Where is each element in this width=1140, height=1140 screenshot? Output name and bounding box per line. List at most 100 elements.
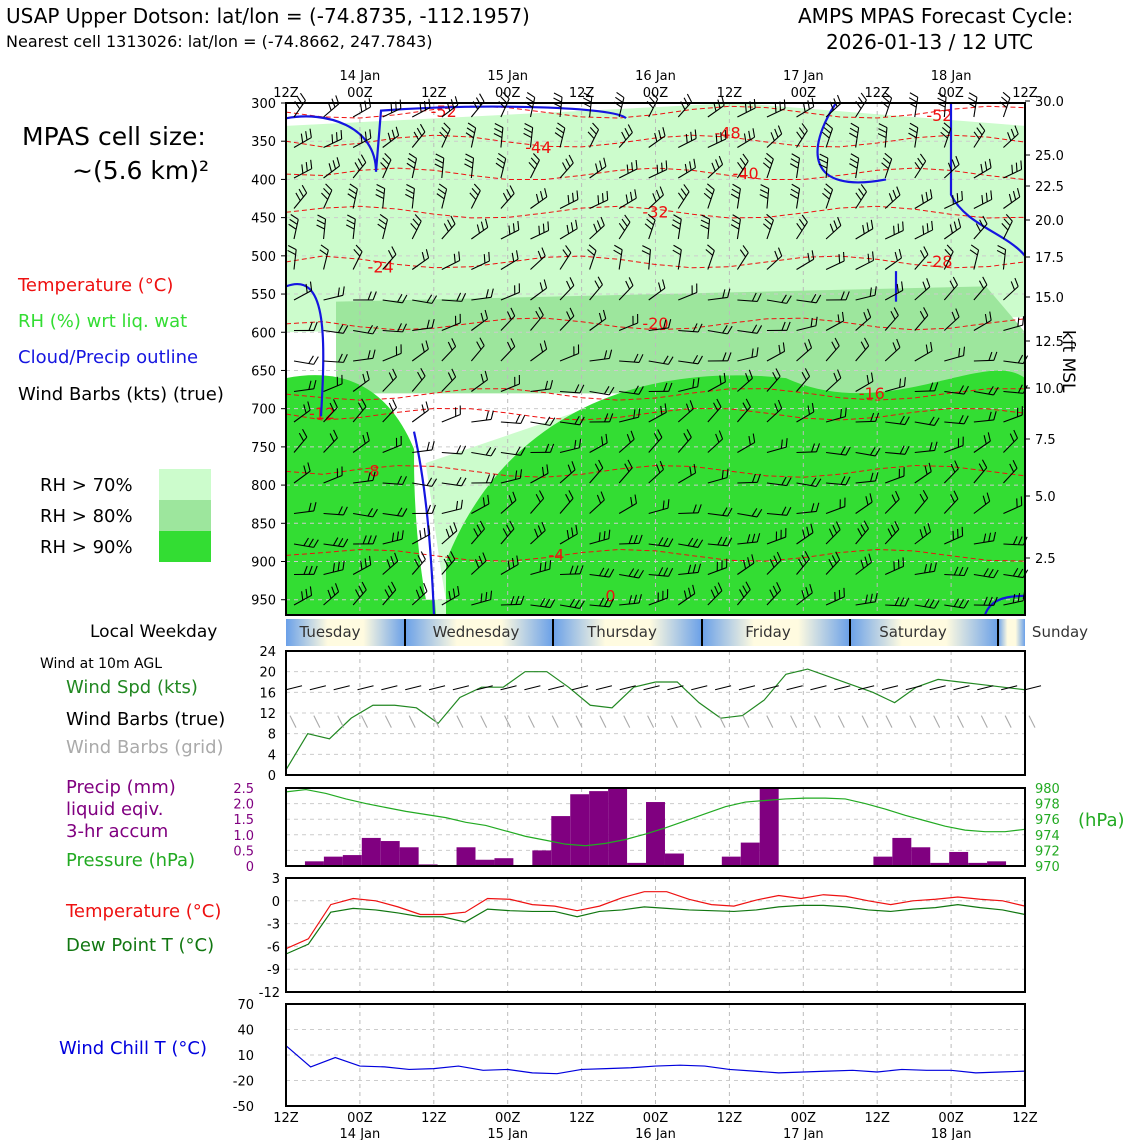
wind-barb-flag: [1012, 536, 1018, 545]
wind-barb-flag: [366, 431, 370, 441]
wind-barb-flag: [662, 500, 665, 510]
wind-barb-flag: [899, 378, 902, 388]
wind-barb: [855, 158, 860, 179]
precip-tick-label: 2.5: [233, 782, 254, 797]
wind10-barb-true: [571, 685, 589, 691]
pressure-tick-label: 800: [251, 479, 276, 494]
wind-barb-flag: [762, 162, 771, 169]
wind-barb-flag: [651, 92, 659, 100]
wind-barb-flag: [723, 372, 726, 382]
wind-barb: [559, 469, 576, 484]
temperature-contour: [285, 255, 1026, 269]
wind-barb-flag: [898, 249, 903, 259]
wind-barb-flag: [890, 310, 896, 320]
legend-rh70: RH > 70%: [40, 475, 133, 496]
wind-barb: [618, 249, 623, 270]
wind-barb-flag: [715, 433, 720, 443]
wind-barb: [441, 414, 461, 423]
wind-barb-flag: [331, 586, 336, 596]
wind-barb: [973, 97, 978, 118]
chart-title-left: USAP Upper Dotson: lat/lon = (-74.8735, …: [6, 4, 530, 28]
wind-barb-flag: [878, 123, 888, 129]
top-date-label: 14 Jan: [340, 69, 381, 84]
wind-barb-flag: [451, 368, 457, 378]
wind-barb-flag: [801, 123, 808, 132]
precip-bar: [361, 837, 381, 866]
wind-barb-flag: [739, 249, 747, 258]
wind-barb-flag: [609, 413, 614, 423]
wind-barb-flag: [316, 224, 325, 230]
wind-barb-flag: [993, 386, 999, 396]
wind-barb-flag: [934, 382, 939, 392]
wind-barb-flag: [739, 589, 745, 598]
wind-barb-flag: [506, 341, 512, 351]
wind-barb-flag: [732, 214, 741, 220]
wind-barb-flag: [496, 157, 505, 164]
precip-bar: [304, 861, 324, 866]
wind-barb-flag: [705, 249, 714, 256]
wind-barb-flag: [431, 441, 435, 451]
wind-barb-flag: [667, 356, 674, 365]
wind-barb-flag: [495, 162, 504, 169]
wind-barb-flag: [823, 127, 832, 134]
wind-barb: [559, 497, 574, 514]
wind-barb-flag: [923, 246, 929, 255]
wind-barb-flag: [746, 534, 751, 544]
pressure-tick-label: 450: [251, 212, 276, 227]
chill-tick-label: -20: [233, 1075, 254, 1090]
wind-barb-flag: [660, 405, 663, 415]
wind-barb-flag: [952, 276, 958, 286]
wind-barb-flag: [840, 446, 846, 455]
wind-barb: [884, 315, 899, 331]
wind-barb-flag: [367, 535, 372, 545]
temperature-label: Temperature (°C): [66, 901, 222, 922]
xsec-frame: [285, 102, 1026, 616]
wind-barb-flag: [566, 529, 570, 540]
wind-barb-flag: [362, 434, 366, 444]
wind10-barb-grid: [718, 715, 726, 728]
wind-barb-flag: [849, 132, 858, 139]
wind-barb-flag: [979, 123, 986, 132]
wind-barb: [441, 594, 460, 606]
wind-barb-flag: [647, 213, 656, 221]
wind-barb-flag: [359, 103, 363, 113]
precip-label-2: liquid eqiv.: [66, 799, 164, 820]
wind-barb-flag: [731, 188, 740, 195]
wind-barb-flag: [978, 280, 985, 289]
wind-barb: [677, 436, 692, 453]
wind-barb-flag: [766, 213, 774, 221]
height-tick-label: 30.0: [1035, 95, 1064, 110]
wind-barb-flag: [958, 385, 964, 394]
cloud-outline: [983, 594, 1026, 616]
wind-barb-flag: [490, 590, 493, 600]
wind10-barb-true: [691, 685, 708, 691]
wind-barb: [352, 440, 370, 453]
wind-barb-flag: [446, 554, 453, 564]
top-date-label: 17 Jan: [783, 69, 824, 84]
wind-barb-flag: [1015, 162, 1018, 172]
wind-barb-flag: [1017, 384, 1023, 394]
precip-bar: [759, 788, 779, 866]
wind-barb: [826, 451, 846, 456]
wind-barb-flag: [628, 535, 633, 544]
wind-barb: [589, 390, 610, 396]
wind-barb-flag: [835, 521, 841, 530]
wind-barb-flag: [953, 221, 958, 231]
wind-barb-flag: [485, 474, 491, 484]
wind-barb-flag: [933, 417, 940, 426]
wind-barb-flag: [618, 222, 626, 231]
wind-barb-flag: [862, 224, 865, 234]
wind-barb: [796, 411, 815, 423]
wind-barb-flag: [689, 466, 692, 476]
wind-barb-flag: [925, 344, 929, 354]
wind-barb-flag: [796, 131, 803, 140]
wind-barb-flag: [490, 447, 497, 457]
height-tick-label: 7.5: [1035, 433, 1056, 448]
wind-barb-flag: [502, 192, 509, 202]
wind-barb-flag: [426, 319, 430, 329]
wind-barb: [500, 258, 519, 270]
wind-barb-flag: [506, 311, 512, 320]
wind-barb-flag: [1014, 125, 1019, 135]
wind-barb-flag: [498, 152, 507, 160]
wind-barb-flag: [574, 439, 577, 449]
